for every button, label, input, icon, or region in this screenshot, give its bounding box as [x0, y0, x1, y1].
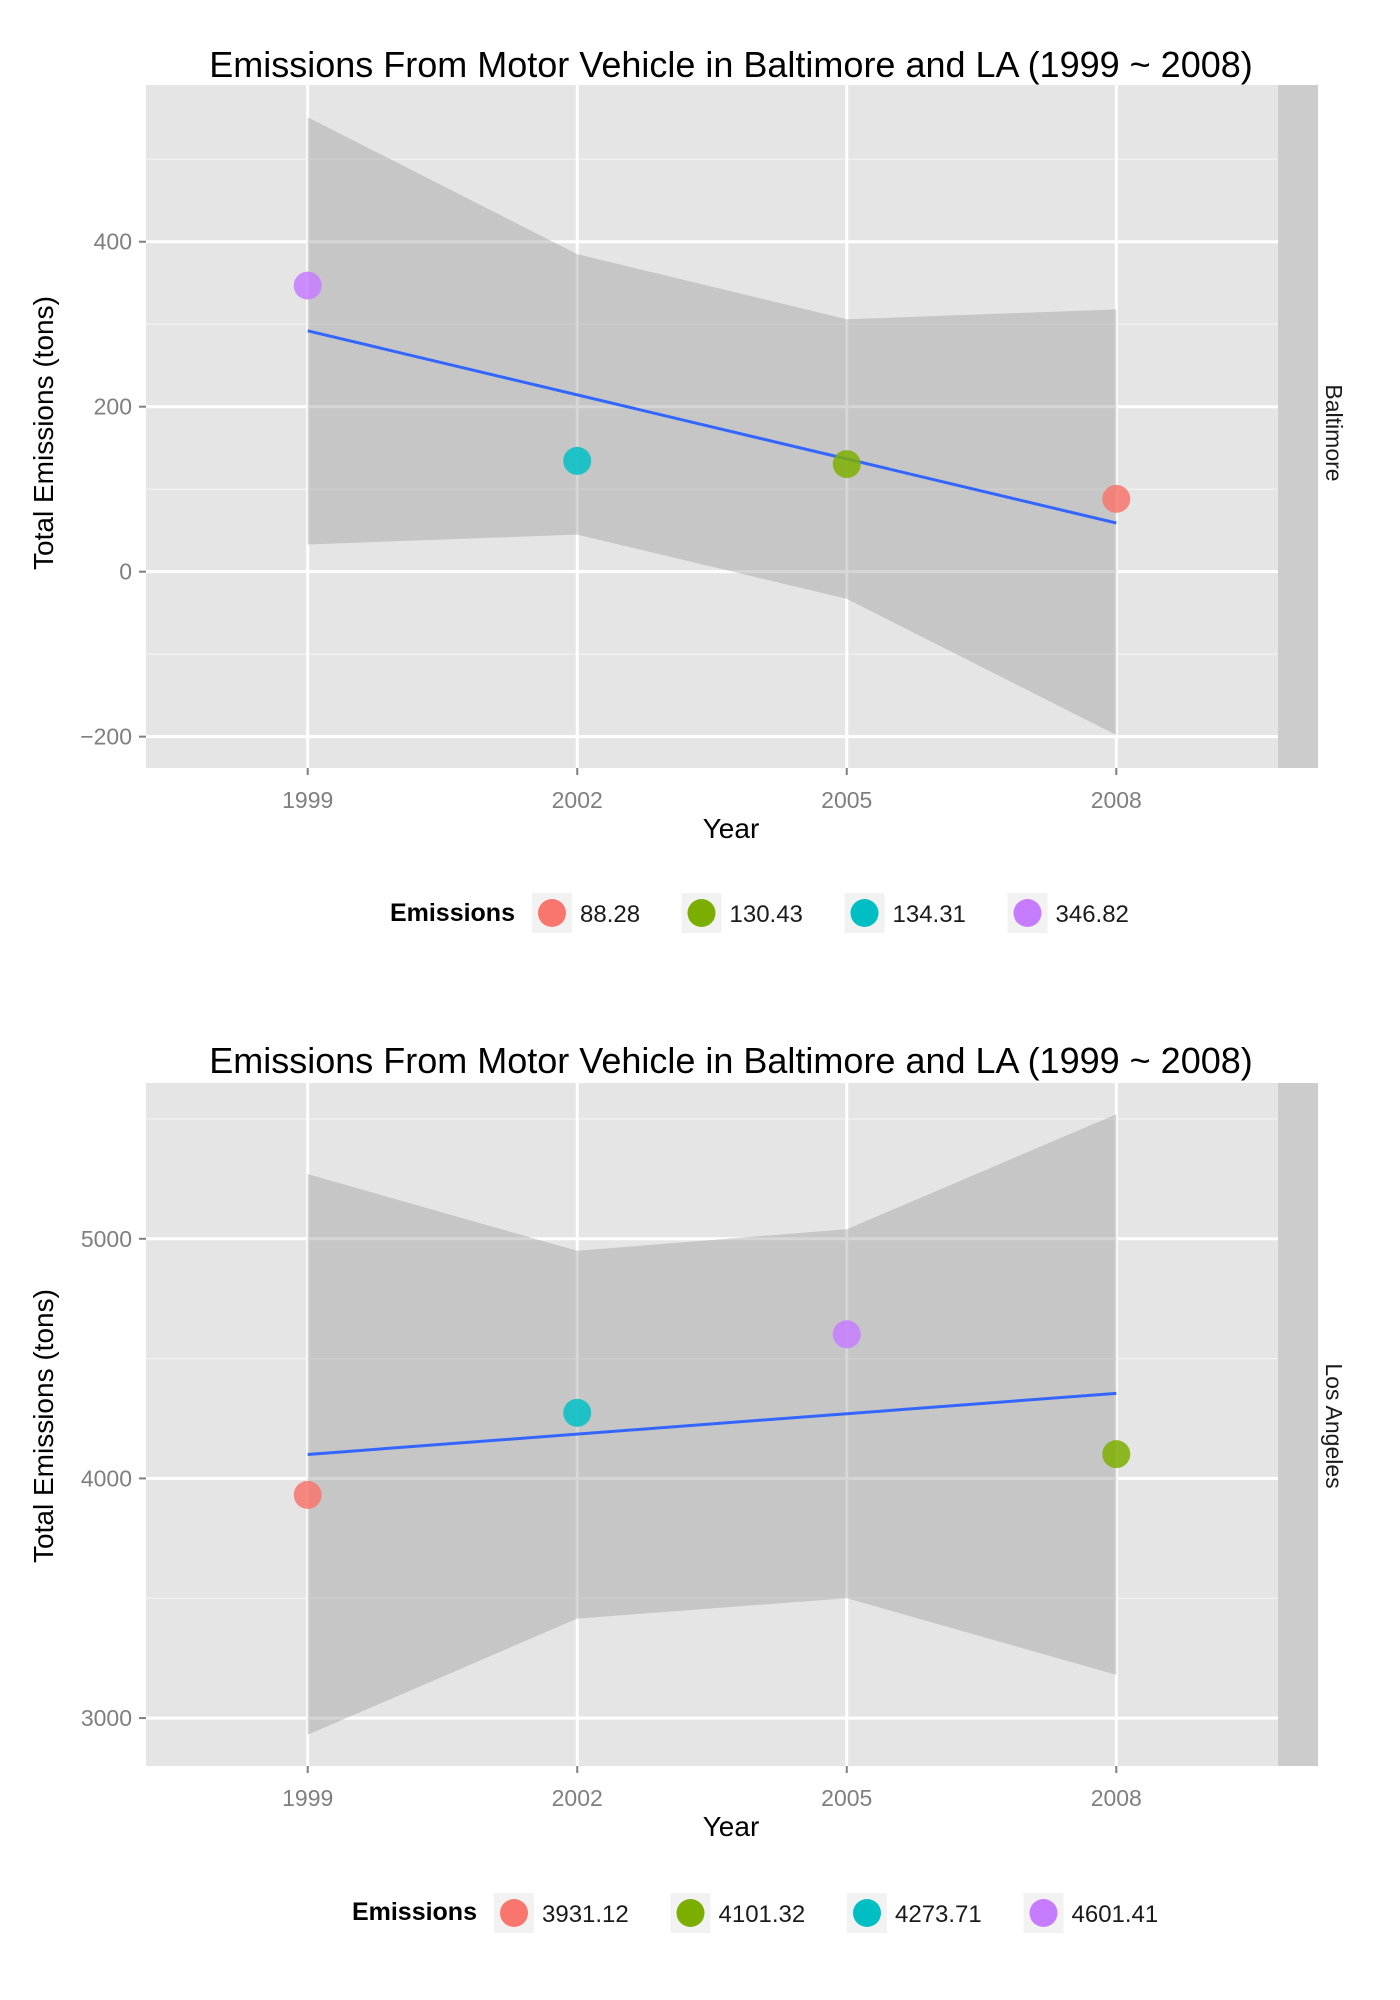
chart-panel-baltimore: Emissions From Motor Vehicle in Baltimor… [28, 44, 1347, 927]
x-tick-label: 2002 [552, 1785, 603, 1811]
data-point-346-82 [293, 271, 322, 300]
y-tick-label: −200 [80, 724, 132, 750]
data-point-134-31 [563, 446, 592, 475]
legend-key-marker [500, 1899, 528, 1927]
legend-key-marker [687, 899, 716, 927]
legend-key-marker [1029, 1899, 1058, 1927]
legend-key-marker [1013, 899, 1042, 927]
legend-label: 3931.12 [542, 1901, 629, 1928]
facet-strip [1278, 85, 1318, 768]
legend-key-marker [853, 1899, 881, 1927]
x-tick-label: 2005 [821, 1785, 872, 1811]
legend-label: 346.82 [1056, 901, 1129, 928]
data-point-3931-12 [293, 1480, 322, 1509]
x-tick-label: 2005 [821, 787, 872, 813]
y-tick-label: 0 [119, 559, 132, 585]
data-point-88-28 [1102, 484, 1131, 513]
facet-strip-label: Baltimore [1321, 384, 1347, 481]
legend-label: 4273.71 [895, 1901, 982, 1928]
facet-strip-label: Los Angeles [1321, 1363, 1347, 1488]
x-axis-label: Year [703, 813, 760, 844]
legend-title: Emissions [390, 899, 515, 927]
data-point-4273-71 [563, 1398, 592, 1427]
legend-label: 134.31 [893, 901, 966, 928]
y-axis-label: Total Emissions (tons) [28, 1289, 59, 1563]
legend-label: 130.43 [730, 901, 803, 928]
x-axis-label: Year [703, 1811, 760, 1842]
legend: 3931.12 4101.32 4273.71 4601.41 [494, 1893, 1158, 1933]
data-point-4601-41 [832, 1320, 861, 1349]
x-tick-label: 2008 [1091, 1785, 1142, 1811]
legend-key-marker [538, 899, 566, 927]
regression-line [307, 329, 1117, 525]
chart-title: Emissions From Motor Vehicle in Baltimor… [209, 44, 1253, 85]
legend-label: 88.28 [580, 901, 640, 928]
chart-title: Emissions From Motor Vehicle in Baltimor… [209, 1040, 1253, 1081]
legend-key-marker [676, 1899, 705, 1927]
x-tick-label: 1999 [282, 787, 333, 813]
legend-key-marker [850, 899, 879, 927]
y-tick-label: 400 [94, 229, 132, 255]
regression-line [307, 1391, 1117, 1456]
data-point-130-43 [832, 450, 861, 479]
x-tick-label: 1999 [282, 1785, 333, 1811]
legend-title: Emissions [352, 1898, 477, 1926]
y-tick-label: 3000 [81, 1705, 132, 1731]
y-tick-label: 4000 [81, 1465, 132, 1491]
plot-area-baltimore: −200 0 200 400 1999 2002 2005 2008 [80, 85, 1318, 813]
chart-panel-los-angeles: Emissions From Motor Vehicle in Baltimor… [28, 1040, 1347, 1926]
legend-label: 4601.41 [1072, 1901, 1159, 1928]
x-tick-label: 2002 [552, 787, 603, 813]
facet-strip [1278, 1083, 1318, 1766]
legend: 88.28 130.43 134.31 346.82 [532, 893, 1129, 933]
y-tick-label: 5000 [81, 1226, 132, 1252]
y-axis-label: Total Emissions (tons) [28, 296, 59, 570]
plot-area-los-angeles: 3000 4000 5000 1999 2002 2005 2008 [81, 1083, 1318, 1811]
y-tick-label: 200 [94, 394, 132, 420]
x-tick-label: 2008 [1091, 787, 1142, 813]
data-point-4101-32 [1102, 1440, 1131, 1469]
legend-label: 4101.32 [719, 1901, 806, 1928]
